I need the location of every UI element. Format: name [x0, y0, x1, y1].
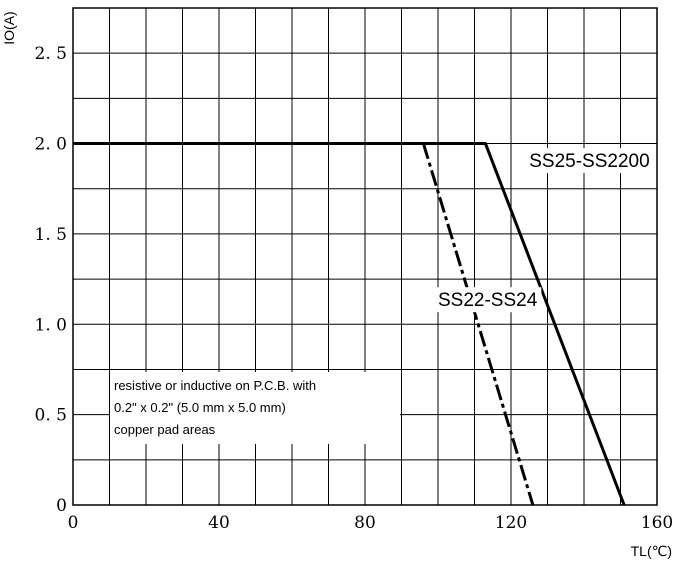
x-tick-label: 0 — [68, 513, 79, 533]
y-tick-label: 0 — [56, 496, 67, 516]
series-line-ss25-ss2200 — [73, 142, 626, 506]
note-box: resistive or inductive on P.C.B. with 0.… — [110, 372, 400, 444]
note-line-3: copper pad areas — [114, 422, 216, 437]
y-tick-label: 1. 0 — [35, 315, 67, 335]
y-tick-label: 0. 5 — [35, 406, 67, 426]
x-axis-title: TL(℃) — [631, 543, 672, 559]
y-tick-label: 1. 5 — [35, 225, 67, 245]
y-tick-labels: 0 0. 5 1. 0 1. 5 2. 0 2. 5 — [35, 44, 67, 516]
series-lines — [73, 142, 626, 506]
plot-border — [72, 7, 658, 506]
y-tick-label: 2. 5 — [35, 44, 67, 64]
note-background — [110, 372, 400, 444]
series-label-background — [434, 287, 542, 313]
y-axis-title: IO(A) — [1, 11, 17, 44]
note-line-1: resistive or inductive on P.C.B. with — [114, 378, 316, 393]
series-label-ss22-ss24: SS22-SS24 — [438, 290, 538, 311]
grid-lines — [73, 8, 657, 505]
x-tick-label: 160 — [641, 513, 673, 533]
series-label-background — [525, 148, 654, 174]
series-label-ss25-ss2200: SS25-SS2200 — [529, 151, 649, 172]
series-line-ss22-ss24 — [421, 143, 535, 506]
note-line-2: 0.2" x 0.2" (5.0 mm x 5.0 mm) — [114, 400, 286, 415]
series-label-backgrounds — [434, 148, 654, 313]
x-tick-label: 120 — [495, 513, 527, 533]
x-tick-label: 40 — [208, 513, 230, 533]
x-tick-labels: 0 40 80 120 160 — [68, 513, 674, 533]
x-tick-label: 80 — [354, 513, 376, 533]
y-tick-label: 2. 0 — [35, 135, 67, 155]
